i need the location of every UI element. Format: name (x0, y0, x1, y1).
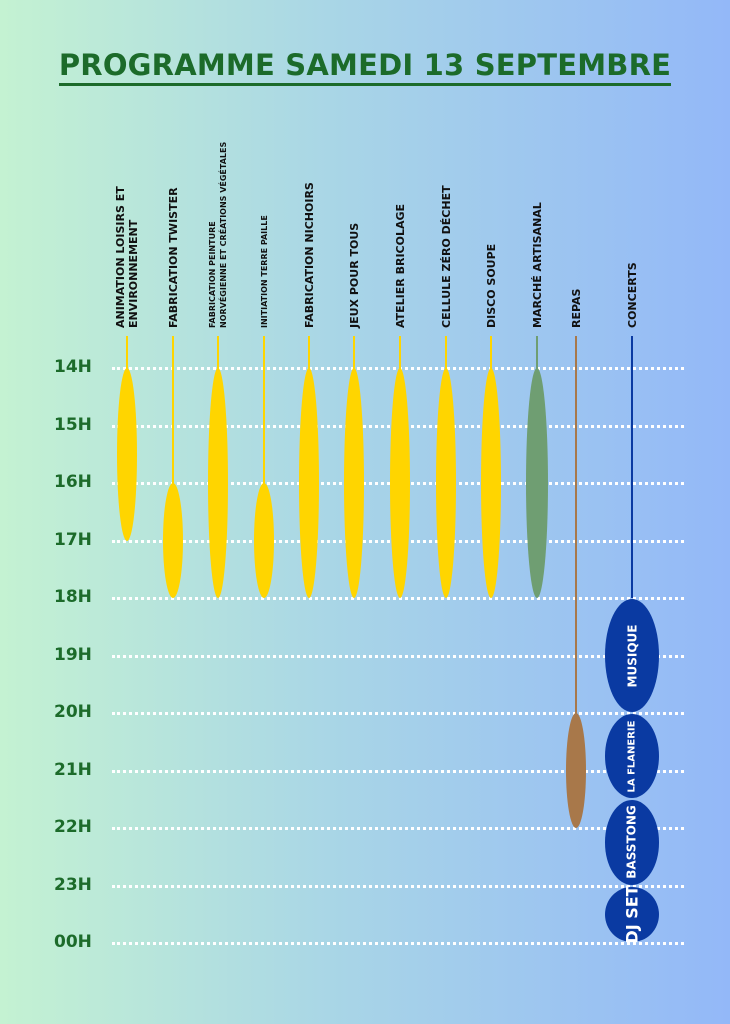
activity-bar (163, 483, 183, 598)
activity-label-line: REPAS (569, 288, 583, 328)
concert-slot: DJ SET (605, 885, 659, 944)
activity-label-line: JEUX POUR TOUS (347, 222, 361, 328)
hour-label: 22H (54, 817, 92, 837)
activity-bar (344, 368, 364, 598)
activity-label: REPAS (570, 289, 583, 328)
activity-stem (263, 336, 265, 493)
activity-label-line: FABRICATION TWISTER (166, 187, 180, 328)
concert-label: LA FLANERIE (626, 720, 638, 793)
activity-bar (436, 368, 456, 598)
activity-label-line: INITIATION TERRE PAILLE (259, 215, 269, 328)
activity-label: CONCERTS (626, 262, 639, 328)
activity-label: CELLULE ZÉRO DÉCHET (440, 185, 453, 328)
activity-label-line: NORVÉGIENNE ET CRÉATIONS VÉGÉTALES (219, 141, 228, 328)
hour-label: 23H (54, 874, 92, 895)
activity-label: FABRICATION PEINTURE NORVÉGIENNE ET CRÉAT… (207, 142, 229, 328)
activity-label: INITIATION TERRE PAILLE (259, 215, 270, 328)
activity-stem (308, 336, 310, 378)
page-title: PROGRAMME SAMEDI 13 SEPTEMBRE (0, 48, 730, 86)
hour-gridline (112, 769, 684, 773)
hour-label: 15H (54, 414, 92, 435)
activity-stem (631, 336, 633, 598)
activity-label-line: MARCHÉ ARTISANAL (530, 202, 544, 328)
concert-slot: LA FLANERIE (605, 714, 659, 799)
concert-label: MUSIQUE (625, 624, 639, 687)
hour-label: 20H (54, 702, 92, 722)
activity-label: MARCHÉ ARTISANAL (531, 202, 544, 328)
hour-gridline (112, 884, 684, 888)
hour-gridline (112, 712, 684, 715)
activity-label-line: ENVIRONNEMENT (127, 219, 140, 328)
concert-label: BASSTONG (625, 805, 639, 880)
hour-label: 16H (54, 472, 92, 492)
activity-bar (117, 368, 137, 541)
activity-label: ATELIER BRICOLAGE (394, 204, 407, 328)
activity-stem (126, 336, 128, 378)
hour-gridline (112, 654, 684, 658)
activity-label: ANIMATION LOISIRS ET ENVIRONNEMENT (114, 186, 140, 328)
activity-stem (172, 336, 174, 493)
concert-slot: MUSIQUE (605, 599, 659, 712)
activity-label-line: FABRICATION PEINTURE (208, 221, 217, 328)
activity-bar (526, 368, 548, 598)
hour-label: 00H (54, 932, 92, 952)
hour-label: 17H (54, 529, 92, 550)
activity-label-line: CELLULE ZÉRO DÉCHET (439, 185, 453, 328)
activity-stem (536, 336, 538, 378)
activity-label: FABRICATION TWISTER (167, 187, 180, 328)
hour-label: 21H (54, 759, 92, 780)
activity-label: JEUX POUR TOUS (348, 223, 361, 328)
hour-gridline (112, 827, 684, 830)
activity-label-line: FABRICATION NICHOIRS (302, 182, 316, 328)
activity-stem (490, 336, 492, 378)
activity-stem (353, 336, 355, 378)
hour-gridline (112, 942, 684, 945)
activity-label-line: CONCERTS (625, 262, 639, 328)
activity-label-line: ANIMATION LOISIRS ET (114, 186, 127, 328)
activity-label: DISCO SOUPE (485, 244, 498, 328)
activity-label-line: ATELIER BRICOLAGE (393, 203, 407, 328)
concert-slot: BASSTONG (605, 800, 659, 885)
activity-bar (254, 483, 274, 598)
activity-label-line: DISCO SOUPE (484, 243, 498, 328)
activity-stem (399, 336, 401, 378)
hour-label: 18H (54, 587, 92, 607)
activity-bar (566, 713, 586, 828)
activity-stem (575, 336, 577, 723)
activity-bar (481, 368, 501, 598)
activity-bar (299, 368, 319, 598)
hour-label: 14H (54, 357, 92, 377)
activity-stem (217, 336, 219, 378)
concert-label: DJ SET (622, 885, 642, 944)
hour-gridline (112, 597, 684, 600)
hour-label: 19H (54, 644, 92, 665)
activity-label: FABRICATION NICHOIRS (303, 182, 316, 328)
activity-bar (208, 368, 228, 598)
activity-bar (390, 368, 410, 598)
activity-stem (445, 336, 447, 378)
